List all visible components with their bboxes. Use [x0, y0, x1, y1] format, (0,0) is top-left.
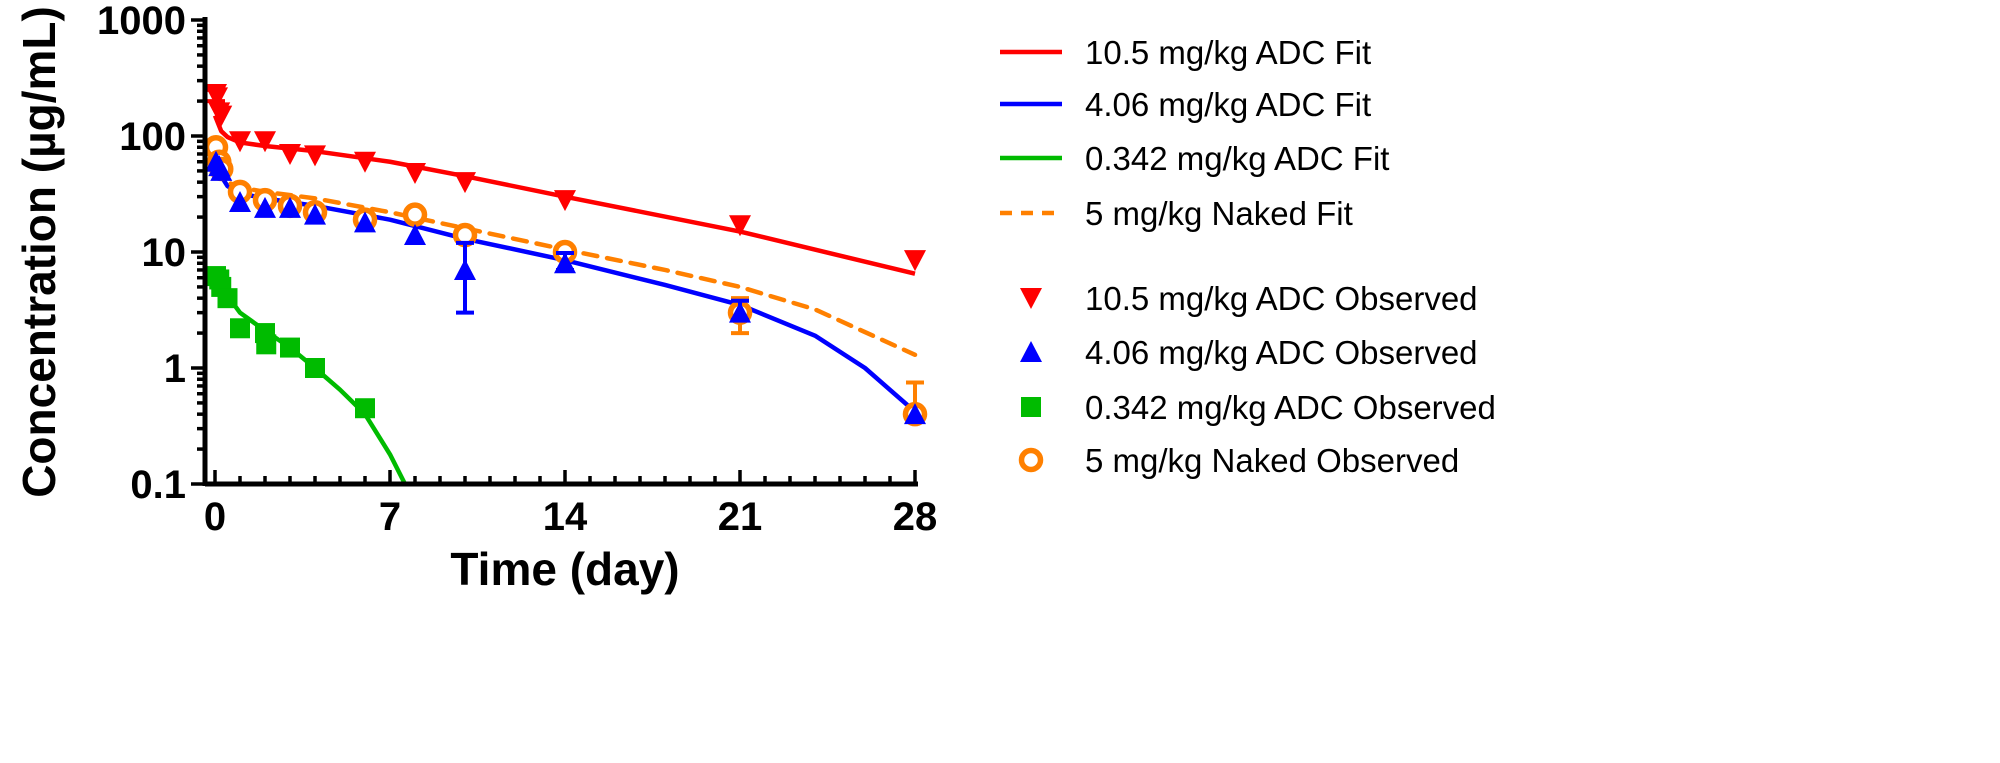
legend-marker-3	[1018, 447, 1044, 473]
legend-label: 5 mg/kg Naked Fit	[1085, 195, 1353, 232]
data-point	[279, 143, 301, 165]
data-point	[256, 334, 277, 355]
x-tick-label: 7	[379, 495, 401, 539]
legend-marker-1	[1020, 341, 1042, 362]
data-point	[304, 203, 326, 225]
data-point	[210, 105, 233, 127]
y-tick-label: 100	[119, 115, 186, 159]
y-axis-title: Concentration (µg/mL)	[13, 6, 65, 498]
observed-series-3	[203, 134, 928, 427]
x-axis-title: Time (day)	[450, 543, 679, 595]
plot-area	[203, 84, 928, 486]
legend-label: 10.5 mg/kg ADC Observed	[1085, 280, 1478, 317]
data-point	[554, 190, 576, 212]
data-point	[254, 131, 276, 153]
data-point	[554, 252, 576, 274]
data-point	[279, 196, 301, 218]
data-point	[304, 145, 326, 167]
x-tick-label: 14	[543, 495, 588, 539]
fit-line-2	[213, 272, 408, 486]
data-point	[206, 87, 228, 109]
legend-label: 4.06 mg/kg ADC Observed	[1085, 334, 1478, 371]
data-point	[254, 196, 276, 218]
legend-label: 4.06 mg/kg ADC Fit	[1085, 86, 1371, 123]
data-point	[904, 250, 926, 272]
data-point	[305, 358, 325, 378]
y-tick-label: 1	[164, 347, 186, 391]
data-point	[729, 301, 751, 323]
observed-series-0	[205, 84, 926, 272]
y-tick-label: 10	[142, 231, 187, 275]
data-point	[229, 190, 251, 212]
legend: 10.5 mg/kg ADC Fit 4.06 mg/kg ADC Fit 0.34…	[1000, 34, 1496, 479]
data-point	[355, 398, 375, 419]
data-point	[354, 211, 376, 233]
legend-label: 10.5 mg/kg ADC Fit	[1085, 34, 1371, 71]
observed-series-2	[206, 266, 375, 419]
x-tick-label: 21	[718, 495, 763, 539]
legend-label: 0.342 mg/kg ADC Fit	[1085, 140, 1389, 177]
data-point	[454, 172, 476, 194]
data-point	[354, 151, 376, 173]
legend-label: 0.342 mg/kg ADC Observed	[1085, 389, 1496, 426]
data-point	[402, 202, 428, 227]
data-point	[217, 288, 238, 309]
data-point	[904, 403, 926, 425]
legend-marker-2	[1021, 397, 1041, 417]
axes: 0 7 14 21 28 0.1 1 10 100 1000	[97, 0, 937, 539]
data-point	[454, 258, 476, 280]
legend-marker-0	[1020, 288, 1042, 309]
data-point	[404, 224, 426, 246]
y-tick-label: 1000	[97, 0, 186, 43]
x-tick-label: 0	[204, 495, 226, 539]
fit-line-3	[212, 163, 918, 358]
data-point	[280, 337, 300, 358]
legend-label: 5 mg/kg Naked Observed	[1085, 442, 1459, 479]
observed-series-1	[205, 150, 926, 425]
data-point	[230, 318, 250, 339]
data-point	[229, 131, 251, 153]
data-point	[210, 159, 233, 181]
x-tick-label: 28	[893, 495, 938, 539]
y-tick-label: 0.1	[130, 463, 186, 507]
data-point	[404, 162, 426, 184]
data-point	[729, 215, 751, 237]
